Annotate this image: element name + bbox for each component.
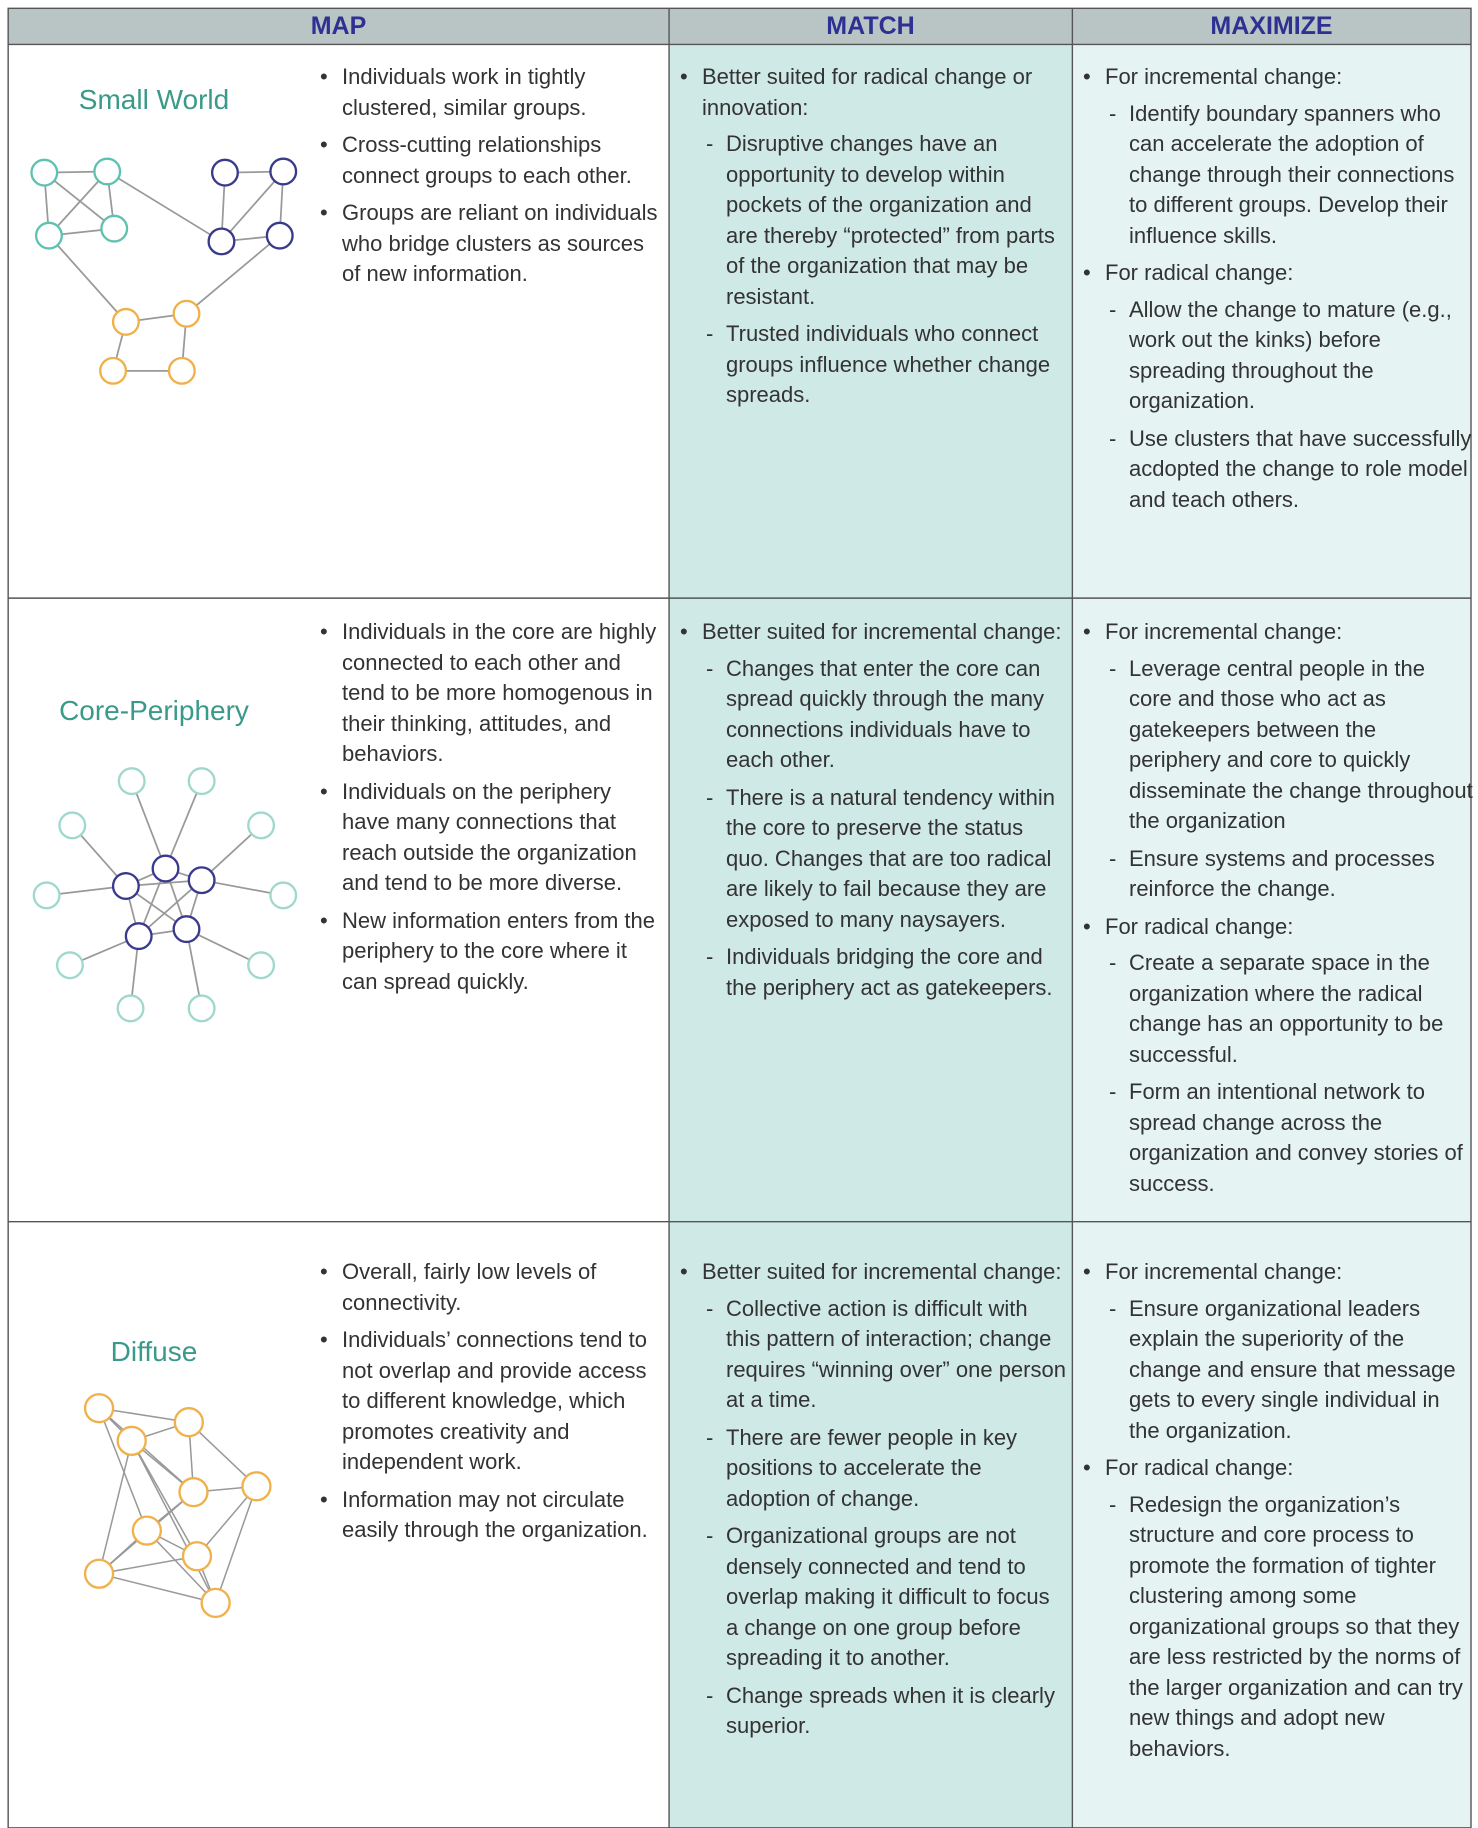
network-name: Core-Periphery — [59, 695, 249, 726]
match-cell: Better suited for radical change or inno… — [678, 62, 1066, 418]
bullet-text: For radical change: — [1105, 913, 1294, 939]
bullet-text: For incremental change: — [1105, 64, 1343, 89]
sub-bullet: Trusted individuals who connect groups i… — [702, 319, 1066, 411]
sub-bullet: Ensure organizational leaders explain th… — [1105, 1294, 1473, 1447]
sub-bullet: Create a separate space in the organizat… — [1105, 948, 1473, 1070]
map-cell: Individuals work in tightly clustered, s… — [318, 62, 658, 297]
bullet-text: Better suited for incremental change: — [702, 619, 1062, 644]
sub-bullet: Individuals bridging the core and the pe… — [702, 942, 1066, 1003]
sub-list: Redesign the organization’s structure an… — [1105, 1490, 1473, 1765]
maximize-cell: For incremental change: Leverage central … — [1081, 617, 1473, 1206]
bullet-list: For incremental change: Identify boundary… — [1081, 62, 1473, 515]
maximize-cell: For incremental change: Identify boundary… — [1081, 62, 1473, 522]
map-cell: Overall, fairly low levels of connectivi… — [318, 1257, 658, 1553]
sub-list: Allow the change to mature (e.g., work o… — [1105, 295, 1473, 516]
sub-bullet: Allow the change to mature (e.g., work o… — [1105, 295, 1473, 417]
map-cell: Individuals in the core are highly conne… — [318, 617, 658, 1004]
match-cell: Better suited for incremental change: Cha… — [678, 617, 1066, 1010]
sub-bullet: Identify boundary spanners who can accel… — [1105, 99, 1473, 252]
sub-list: Leverage central people in the core and … — [1105, 654, 1473, 905]
diffuse-diagram — [83, 1393, 272, 1619]
bullet: Individuals’ connections tend to not ove… — [318, 1325, 658, 1478]
bullet-list: Better suited for incremental change: Cha… — [678, 617, 1066, 1003]
header-bg — [8, 8, 1472, 45]
sub-bullet: Collective action is difficult with this… — [702, 1294, 1066, 1416]
bullet-list: Better suited for incremental change: Col… — [678, 1257, 1066, 1742]
bullet-text: For incremental change: — [1105, 619, 1343, 644]
bullet-list: Individuals work in tightly clustered, s… — [318, 62, 658, 290]
bullet: Overall, fairly low levels of connectivi… — [318, 1257, 658, 1318]
bullet: For radical change: Create a separate spa… — [1081, 912, 1473, 1200]
bullet: Groups are reliant on individuals who br… — [318, 198, 658, 290]
bullet: Individuals in the core are highly conne… — [318, 617, 658, 770]
bullet: Better suited for incremental change: Cha… — [678, 617, 1066, 1003]
bullet-list: Overall, fairly low levels of connectivi… — [318, 1257, 658, 1546]
sub-list: Collective action is difficult with this… — [702, 1294, 1066, 1742]
sub-bullet: Ensure systems and processes reinforce t… — [1105, 844, 1473, 905]
bullet-text: For radical change: — [1105, 260, 1294, 285]
sub-bullet: Use clusters that have successfully acdo… — [1105, 424, 1473, 516]
bullet-list: For incremental change: Leverage central … — [1081, 617, 1473, 1199]
sub-bullet: There is a natural tendency within the c… — [702, 783, 1066, 936]
column-header: MATCH — [826, 12, 915, 40]
bullet: For incremental change: Ensure organizati… — [1081, 1257, 1473, 1446]
sub-bullet: Change spreads when it is clearly superi… — [702, 1681, 1066, 1742]
sub-bullet: Redesign the organization’s structure an… — [1105, 1490, 1473, 1765]
sub-bullet: Form an intentional network to spread ch… — [1105, 1077, 1473, 1199]
bullet: Better suited for incremental change: Col… — [678, 1257, 1066, 1742]
column-header: MAXIMIZE — [1210, 12, 1333, 40]
bullet-text: Better suited for incremental change: — [702, 1259, 1062, 1284]
network-name: Diffuse — [110, 1336, 198, 1367]
small-world-diagram — [30, 157, 298, 385]
bullet: New information enters from the peripher… — [318, 906, 658, 998]
core-periphery-diagram — [32, 767, 298, 1023]
sub-list: Disruptive changes have an opportunity t… — [702, 129, 1066, 411]
network-name: Small World — [78, 84, 230, 115]
sub-bullet: There are fewer people in key positions … — [702, 1423, 1066, 1515]
bullet-list: Better suited for radical change or inno… — [678, 62, 1066, 411]
bullet: For incremental change: Leverage central … — [1081, 617, 1473, 905]
bullet-text: For incremental change: — [1105, 1259, 1343, 1284]
sub-bullet: Organizational groups are not densely co… — [702, 1521, 1066, 1674]
bullet: Individuals on the periphery have many c… — [318, 777, 658, 899]
bullet: Information may not circulate easily thr… — [318, 1485, 658, 1546]
bullet: For radical change: Redesign the organiza… — [1081, 1453, 1473, 1764]
bullet-text: For radical change: — [1105, 1455, 1294, 1480]
sub-bullet: Leverage central people in the core and … — [1105, 654, 1473, 837]
sub-bullet: Disruptive changes have an opportunity t… — [702, 129, 1066, 312]
sub-bullet: Changes that enter the core can spread q… — [702, 654, 1066, 776]
bullet: Cross-cutting relationships connect grou… — [318, 130, 658, 191]
sub-list: Identify boundary spanners who can accel… — [1105, 99, 1473, 252]
bullet: Individuals work in tightly clustered, s… — [318, 62, 658, 123]
bullet: For radical change: Allow the change to m… — [1081, 258, 1473, 515]
maximize-cell: For incremental change: Ensure organizati… — [1081, 1257, 1473, 1771]
bullet: For incremental change: Identify boundary… — [1081, 62, 1473, 251]
sub-list: Changes that enter the core can spread q… — [702, 654, 1066, 1004]
bullet-list: For incremental change: Ensure organizati… — [1081, 1257, 1473, 1764]
sub-list: Ensure organizational leaders explain th… — [1105, 1294, 1473, 1447]
bullet-text: Better suited for radical change or inno… — [702, 64, 1033, 120]
bullet-list: Individuals in the core are highly conne… — [318, 617, 658, 997]
sub-list: Create a separate space in the organizat… — [1105, 948, 1473, 1199]
column-header: MAP — [310, 12, 367, 40]
match-cell: Better suited for incremental change: Col… — [678, 1257, 1066, 1749]
bullet: Better suited for radical change or inno… — [678, 62, 1066, 411]
